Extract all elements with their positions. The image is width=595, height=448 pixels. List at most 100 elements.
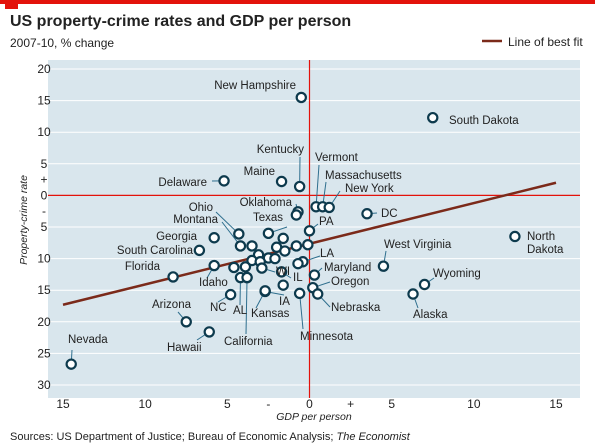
- point-label: Wyoming: [433, 268, 481, 280]
- point-label: WI: [276, 266, 290, 278]
- data-point: [203, 326, 215, 338]
- data-point: [269, 252, 281, 265]
- data-point: [312, 288, 324, 300]
- data-point: [427, 111, 439, 124]
- point-label: Minnesota: [300, 331, 354, 343]
- x-tick-label: 5: [224, 397, 231, 411]
- data-point: [65, 358, 77, 370]
- point-label: NC: [210, 302, 227, 314]
- x-tick-label: -: [266, 397, 270, 411]
- point-label: Nebraska: [331, 302, 381, 314]
- point-label: Maryland: [324, 262, 371, 274]
- point-label: Massachusetts: [325, 170, 402, 182]
- data-point: [180, 316, 192, 328]
- leader-line: [299, 293, 304, 330]
- point-label: Hawaii: [167, 342, 202, 354]
- point-label: Montana: [173, 214, 218, 226]
- y-tick-label: 15: [37, 283, 51, 297]
- point-label: Idaho: [199, 277, 228, 289]
- x-tick-label: 15: [56, 397, 70, 411]
- point-label: Ohio: [189, 202, 213, 214]
- data-point: [308, 269, 321, 281]
- data-point: [418, 278, 431, 291]
- legend-label: Line of best fit: [508, 35, 583, 49]
- data-point: [303, 225, 316, 237]
- point-label: Nevada: [68, 334, 108, 346]
- data-point: [293, 180, 306, 193]
- data-point: [241, 271, 253, 284]
- data-point: [302, 238, 314, 251]
- data-point: [279, 245, 291, 257]
- data-point: [193, 244, 206, 257]
- legend: Line of best fit: [482, 35, 583, 49]
- point-label: South Dakota: [449, 115, 519, 127]
- point-label-line: North: [527, 231, 555, 243]
- point-label: Maine: [244, 166, 275, 178]
- x-tick-label: 15: [549, 397, 563, 411]
- y-tick-label: 30: [37, 378, 51, 392]
- point-label: South Carolina: [117, 245, 194, 257]
- data-point: [218, 175, 230, 187]
- data-point: [275, 175, 288, 188]
- data-point: [323, 201, 335, 214]
- data-point: [275, 266, 288, 278]
- point-label: New Hampshire: [214, 80, 296, 92]
- point-label: California: [224, 336, 273, 348]
- grid: [48, 68, 580, 386]
- data-point: [277, 232, 289, 245]
- point-label: PA: [319, 216, 334, 228]
- y-tick-label: 10: [37, 125, 51, 139]
- point-label: Delaware: [158, 177, 207, 189]
- y-tick-label: 10: [37, 252, 51, 266]
- x-tick-label: 10: [138, 397, 152, 411]
- data-point: [208, 259, 220, 272]
- source-italic: The Economist: [336, 431, 410, 443]
- x-tick-label: 5: [388, 397, 395, 411]
- data-point: [293, 287, 306, 300]
- data-point: [259, 285, 271, 297]
- data-point: [256, 262, 268, 274]
- data-point: [246, 240, 258, 252]
- data-point: [208, 232, 220, 244]
- data-point: [167, 271, 179, 283]
- data-point: [290, 209, 303, 221]
- point-label: North Dakota: [527, 231, 564, 256]
- data-point: [290, 240, 303, 252]
- y-tick-label: 20: [37, 315, 51, 329]
- x-tick-label: 10: [467, 397, 481, 411]
- data-point: [292, 257, 304, 270]
- point-label: IL: [293, 272, 303, 284]
- y-tick-label: 5: [41, 157, 48, 171]
- data-point: [239, 261, 252, 273]
- data-point: [234, 240, 247, 252]
- point-label: DC: [381, 208, 398, 220]
- data-points: [65, 91, 521, 370]
- y-tick-label: 15: [37, 94, 51, 108]
- point-label: Alaska: [413, 309, 448, 321]
- corner-tab: [5, 0, 18, 9]
- y-tick-label: 25: [37, 346, 51, 360]
- point-label: Kansas: [251, 308, 290, 320]
- point-label: Georgia: [156, 231, 198, 243]
- y-axis-title: Property-crime rate: [18, 175, 30, 265]
- point-label: IA: [279, 296, 290, 308]
- point-label: New York: [345, 183, 394, 195]
- point-labels: New Hampshire South Dakota Delaware Maine Ke…: [68, 80, 564, 354]
- data-point: [277, 279, 289, 291]
- x-axis-title: GDP per person: [276, 411, 352, 423]
- y-tick-label: 20: [37, 62, 51, 76]
- data-point: [361, 208, 373, 220]
- x-axis-ticks: 15 10 5 - 0 +5 10 15: [56, 397, 563, 411]
- chart-subtitle: 2007-10, % change: [10, 36, 114, 50]
- point-label: AL: [233, 305, 248, 317]
- point-label: Vermont: [315, 152, 359, 164]
- data-point: [233, 228, 245, 240]
- y-tick-label: -: [42, 204, 46, 218]
- data-point: [228, 261, 240, 274]
- x-tick-label: +: [347, 397, 354, 411]
- y-axis-ticks: 20 15 10 5 +0 - 5 10 15 20 25 30: [37, 62, 51, 392]
- point-label: Oregon: [331, 276, 369, 288]
- point-label: West Virginia: [384, 239, 452, 251]
